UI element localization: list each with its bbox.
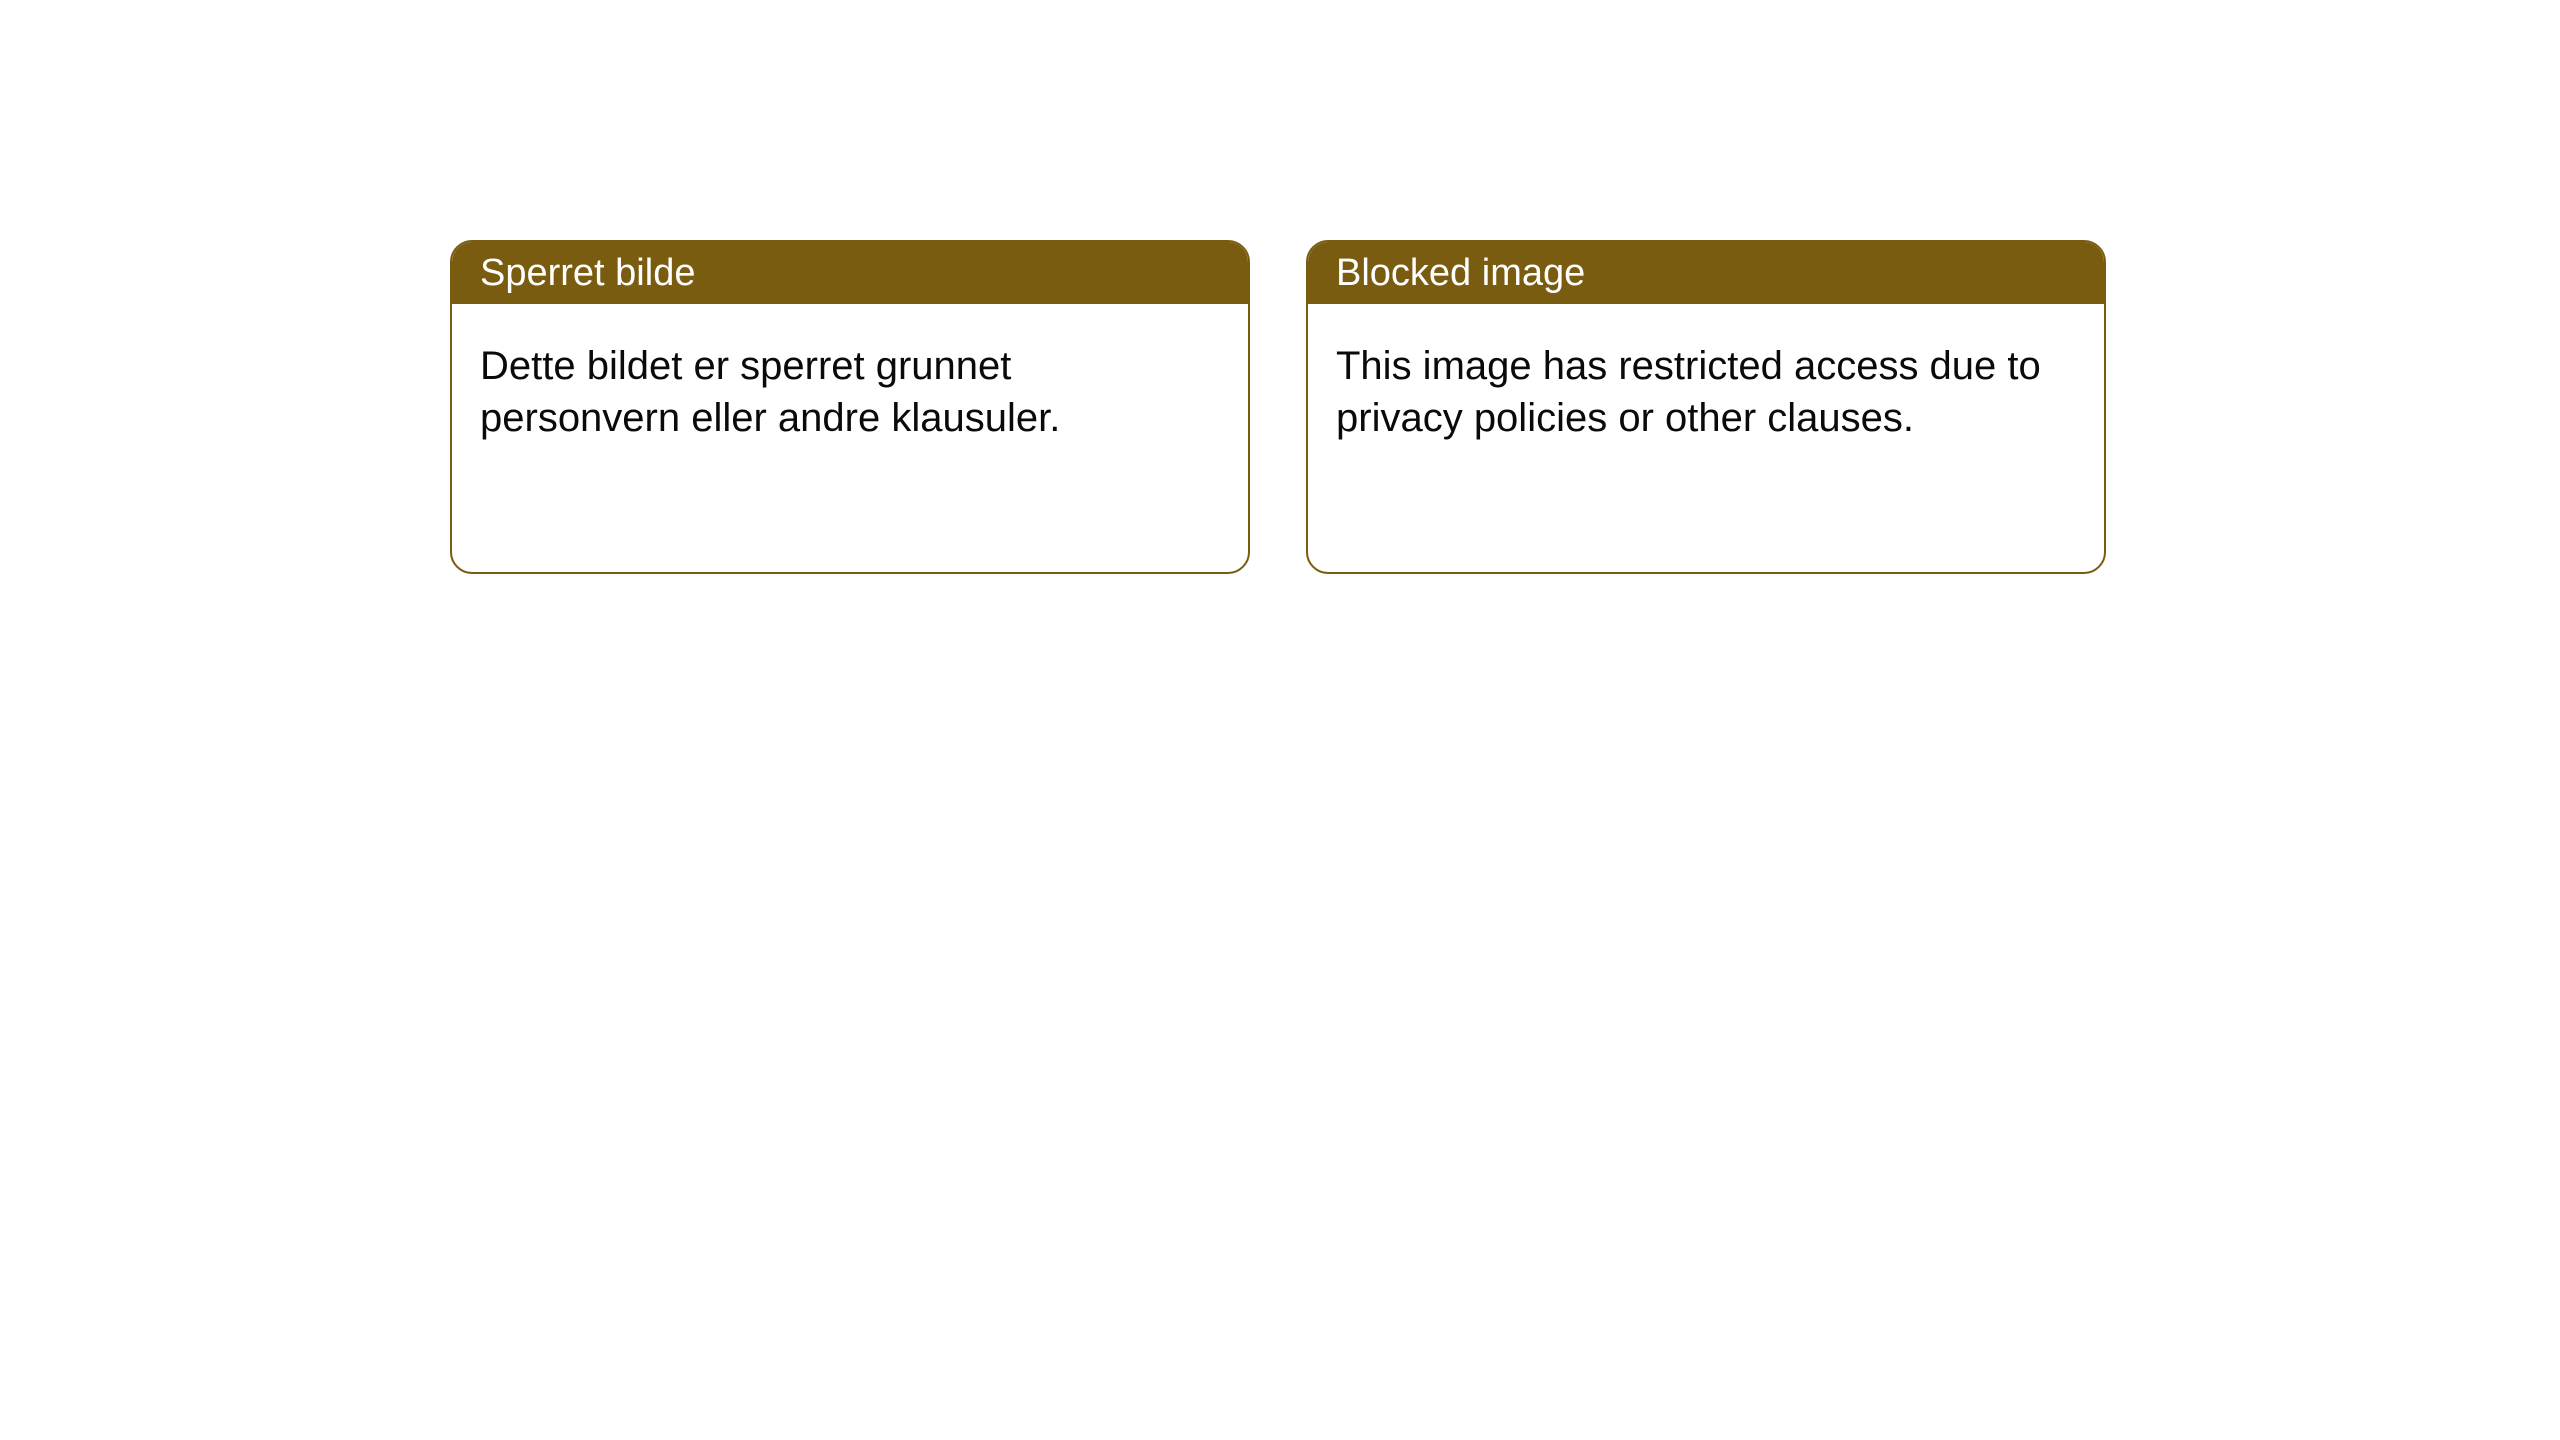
- notice-title: Sperret bilde: [480, 252, 695, 295]
- notice-text: This image has restricted access due to …: [1336, 344, 2041, 440]
- notice-body: Dette bildet er sperret grunnet personve…: [452, 304, 1248, 480]
- notice-card-norwegian: Sperret bilde Dette bildet er sperret gr…: [450, 240, 1250, 574]
- notice-header: Sperret bilde: [452, 242, 1248, 304]
- notice-title: Blocked image: [1336, 252, 1585, 295]
- notice-container: Sperret bilde Dette bildet er sperret gr…: [0, 0, 2560, 574]
- notice-card-english: Blocked image This image has restricted …: [1306, 240, 2106, 574]
- notice-body: This image has restricted access due to …: [1308, 304, 2104, 480]
- notice-text: Dette bildet er sperret grunnet personve…: [480, 344, 1060, 440]
- notice-header: Blocked image: [1308, 242, 2104, 304]
